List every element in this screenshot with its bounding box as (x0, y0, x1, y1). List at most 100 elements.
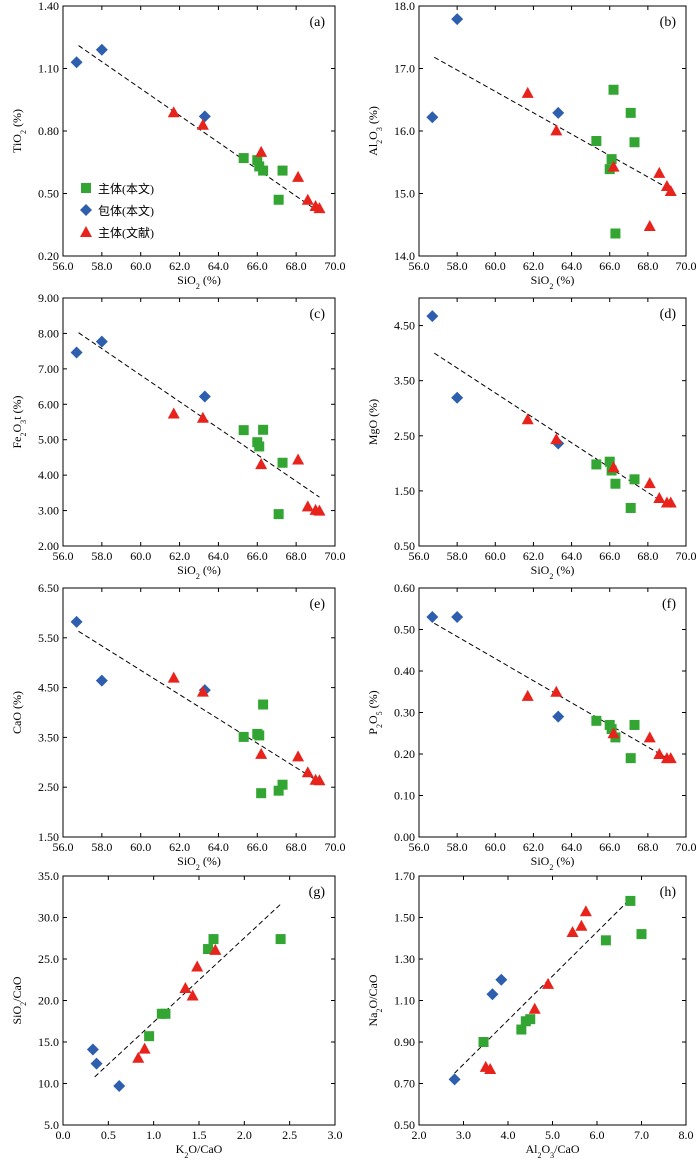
data-point-host-this-study (144, 1031, 155, 1042)
data-point-host-this-study (636, 929, 647, 940)
data-point-host-literature (664, 496, 677, 508)
x-tick-label: 66.0 (247, 549, 268, 563)
x-tick-label: 0.5 (101, 1128, 116, 1142)
panel-label: (c) (309, 307, 325, 322)
y-tick-label: 4.50 (394, 319, 415, 333)
data-point-host-literature (186, 989, 199, 1001)
data-point-enclave-this-study (448, 1073, 461, 1086)
y-axis-title: Fe2O3t (%) (10, 396, 28, 449)
legend-marker-diamond (80, 204, 92, 216)
x-tick-label: 66.0 (247, 259, 268, 273)
x-tick-label: 62.0 (523, 259, 544, 273)
data-point-host-literature (550, 124, 563, 136)
x-tick-label: 66.0 (599, 549, 620, 563)
x-tick-label: 0.0 (56, 1128, 71, 1142)
data-point-host-this-study (277, 165, 288, 176)
data-point-host-literature (643, 731, 656, 743)
data-point-host-this-study (610, 228, 621, 239)
x-tick-label: 62.0 (169, 549, 190, 563)
data-point-enclave-this-study (70, 615, 83, 628)
x-tick-label: 56.0 (53, 549, 74, 563)
x-tick-label: 64.0 (208, 259, 229, 273)
panel-label: (h) (660, 885, 677, 900)
panel-label: (g) (309, 885, 326, 900)
data-point-host-this-study (254, 730, 265, 741)
data-point-host-this-study (254, 441, 265, 452)
x-tick-label: 2.0 (412, 1128, 427, 1142)
data-point-enclave-this-study (95, 674, 108, 687)
y-tick-label: 2.50 (394, 429, 415, 443)
x-tick-label: 60.0 (130, 259, 151, 273)
data-point-host-this-study (610, 478, 621, 489)
data-point-host-literature (521, 86, 534, 98)
data-point-host-this-study (208, 934, 219, 945)
x-tick-label: 1.5 (192, 1128, 207, 1142)
data-point-enclave-this-study (198, 110, 211, 123)
y-axis-title: Al2O3 (%) (366, 106, 384, 156)
data-point-host-literature (575, 919, 588, 931)
x-tick-label: 60.0 (485, 549, 506, 563)
data-point-host-literature (196, 411, 209, 423)
data-point-enclave-this-study (451, 611, 464, 624)
y-tick-label: 0.90 (394, 1035, 415, 1049)
data-point-host-literature (255, 145, 268, 157)
y-tick-label: 18.0 (394, 0, 415, 13)
data-point-host-this-study (629, 474, 640, 485)
x-tick-label: 8.0 (679, 1128, 694, 1142)
data-point-host-literature (292, 750, 305, 762)
y-axis-title: MgO (%) (366, 399, 380, 445)
y-tick-label: 1.10 (38, 62, 59, 76)
data-point-host-this-study (608, 84, 619, 95)
data-point-host-literature (255, 747, 268, 759)
x-tick-label: 56.0 (409, 549, 430, 563)
x-tick-label: 70.0 (676, 840, 697, 854)
data-point-host-this-study (277, 457, 288, 468)
x-tick-label: 64.0 (561, 549, 582, 563)
data-point-enclave-this-study (70, 56, 83, 69)
x-tick-label: 58.0 (91, 840, 112, 854)
y-tick-label: 3.50 (394, 374, 415, 388)
x-tick-label: 62.0 (523, 549, 544, 563)
y-tick-label: 30.0 (38, 911, 59, 925)
data-point-enclave-this-study (70, 346, 83, 359)
data-point-host-this-study (160, 1008, 171, 1019)
y-tick-label: 0.60 (394, 581, 415, 595)
data-point-host-literature (209, 943, 222, 955)
trend-line (434, 56, 671, 191)
legend-marker-triangle (80, 226, 92, 237)
x-tick-label: 1.0 (146, 1128, 161, 1142)
y-tick-label: 1.30 (394, 952, 415, 966)
x-tick-label: 5.0 (545, 1128, 560, 1142)
y-tick-label: 0.10 (394, 789, 415, 803)
panel-label: (e) (309, 597, 325, 612)
data-point-host-this-study (252, 155, 263, 166)
y-tick-label: 10.0 (38, 1077, 59, 1091)
data-point-host-literature (167, 106, 180, 118)
x-tick-label: 6.0 (590, 1128, 605, 1142)
legend-label-enclave-this-study: 包体(本文) (98, 203, 154, 218)
data-point-enclave-this-study (552, 710, 565, 723)
x-tick-label: 66.0 (599, 840, 620, 854)
data-point-host-literature (528, 1002, 541, 1014)
data-point-host-this-study (238, 425, 249, 436)
data-point-host-this-study (591, 136, 602, 146)
y-tick-label: 6.00 (38, 397, 59, 411)
data-point-enclave-this-study (198, 390, 211, 403)
x-axis-title: SiO2 (%) (531, 563, 575, 581)
data-point-enclave-this-study (451, 391, 464, 404)
chart-panel: 56.0 58.0 60.0 62.0 64.0 66.0 68.0 70.0 2.00 3.00… (10, 291, 346, 581)
data-point-host-this-study (591, 715, 602, 726)
data-point-enclave-this-study (486, 988, 499, 1001)
x-tick-label: 68.0 (286, 259, 307, 273)
data-point-host-literature (167, 671, 180, 683)
data-point-host-literature (550, 433, 563, 445)
data-point-host-this-study (258, 699, 269, 710)
data-point-host-literature (196, 685, 209, 697)
data-point-host-this-study (606, 724, 617, 735)
data-point-host-literature (179, 982, 192, 994)
data-point-host-literature (607, 461, 620, 473)
data-point-host-this-study (275, 934, 286, 945)
plot-frame (62, 875, 336, 1126)
data-point-host-literature (301, 193, 314, 205)
